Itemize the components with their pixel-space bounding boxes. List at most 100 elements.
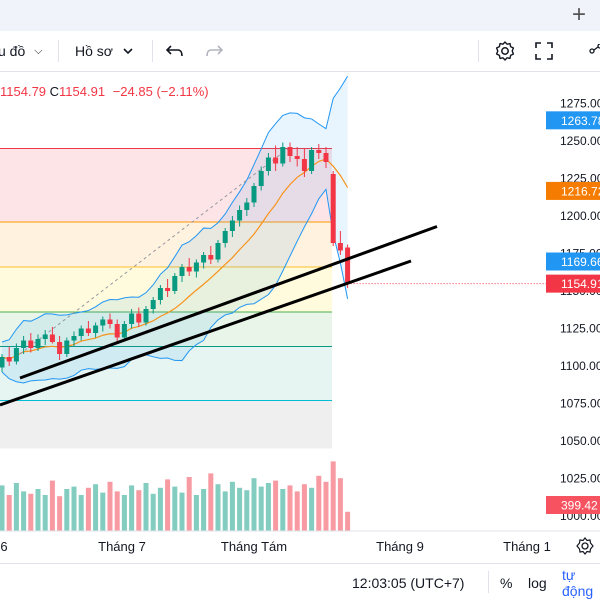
candle-body [107, 319, 113, 324]
clock-time[interactable]: 12:03:05 (UTC+7) [352, 574, 465, 591]
volume-bar [107, 481, 113, 531]
bollinger-upper-line [1, 75, 349, 343]
log-toggle[interactable]: log [528, 574, 547, 591]
settings-button[interactable] [494, 31, 516, 71]
chart-menu-button[interactable]: u đồ ⌵ [0, 31, 43, 71]
time-tick-label: Tháng 9 [376, 539, 424, 554]
axis-settings-gear-icon[interactable] [576, 537, 594, 555]
legend-change: −24.85 (−2.11%) [112, 84, 209, 99]
candle-body [150, 300, 156, 309]
undo-button[interactable] [166, 31, 184, 71]
candle-body [85, 328, 91, 333]
candle-body [49, 334, 55, 342]
candle-body [186, 267, 192, 272]
gear-hub [581, 542, 589, 550]
fib-zone [0, 400, 332, 449]
candle-body [71, 336, 77, 341]
price-chart[interactable]: 1275.001250.001225.001200.001175.001150.… [0, 0, 600, 563]
price-scale-bg [546, 72, 600, 531]
volume-bar [129, 485, 135, 531]
candle-body [179, 267, 185, 276]
volume-bar [258, 486, 264, 531]
share-button[interactable] [588, 31, 600, 71]
auto-scale-toggle[interactable]: tự động [562, 566, 594, 599]
gear-icon [495, 41, 515, 61]
candle-body [21, 340, 27, 348]
price-badge-label: 1154.91 [561, 277, 600, 291]
volume-bar [294, 491, 300, 531]
candle-body [6, 357, 12, 362]
chevron-down-icon: ⌵ [34, 44, 43, 57]
price-badge-label: 399.42 [561, 499, 598, 513]
candle-body [294, 156, 300, 159]
fib-zone [0, 312, 332, 347]
ohlc-legend: 1154.79 C1154.91 −24.85 (−2.11%) [0, 84, 209, 99]
price-badge-label: 1263.78 [561, 114, 600, 128]
fullscreen-button[interactable] [535, 31, 553, 71]
percent-toggle[interactable]: % [500, 574, 513, 591]
plot-area [0, 75, 546, 531]
dashed-trend-line [19, 146, 291, 355]
price-badge [546, 181, 600, 200]
candle-body [244, 202, 250, 210]
trend-line-lower [0, 259, 412, 407]
price-tick-label: 1275.00 [560, 97, 600, 111]
volume-bar [345, 511, 351, 531]
volume-bar [64, 489, 70, 531]
price-tick-label: 1250.00 [560, 134, 600, 148]
fib-zone [0, 346, 332, 401]
candle-body [237, 210, 243, 221]
candle-body [78, 328, 84, 336]
volume-bar [85, 487, 91, 531]
volume-bar [28, 493, 34, 531]
price-badge-label: 1169.66 [561, 255, 600, 269]
volume-bar [157, 487, 163, 531]
volume-bar [265, 483, 271, 531]
volume-bar [287, 485, 293, 531]
price-badge [546, 111, 600, 130]
volume-bar [186, 477, 192, 531]
price-scale: 1275.001250.001225.001200.001175.001150.… [546, 72, 600, 531]
fullscreen-icon [535, 42, 553, 60]
candle-body [222, 231, 228, 243]
add-tab-plus-icon[interactable]: + [571, 1, 586, 28]
price-badge-label: 1216.72 [561, 184, 600, 198]
volume-bar [71, 486, 77, 531]
candle-body [136, 313, 142, 323]
undo-icon [166, 45, 183, 57]
time-tick-label: Tháng 1 [503, 539, 551, 554]
volume-bar [229, 481, 235, 531]
profile-menu-button[interactable]: Hồ sơ [75, 31, 133, 71]
candle-body [121, 324, 127, 338]
candle-body [157, 288, 163, 300]
redo-button[interactable] [205, 31, 223, 71]
redo-icon [206, 45, 223, 57]
candle-body [201, 255, 207, 263]
gear-outline [576, 537, 594, 555]
candle-body [42, 334, 48, 339]
legend-close-label: C [49, 84, 60, 99]
candle-body [193, 262, 199, 272]
bollinger-lower-line [1, 188, 349, 384]
bollinger-fill [2, 76, 348, 383]
volume-bar [280, 489, 286, 531]
chart-menu-label: u đồ [0, 43, 26, 59]
time-tick-label: 6 [0, 539, 7, 554]
candle-body [114, 324, 120, 338]
volume-bar [244, 490, 250, 531]
volume-bar [337, 478, 343, 531]
volume-bar [93, 484, 99, 531]
volume-bar [330, 461, 336, 531]
candle-body [273, 157, 279, 164]
candle-body [251, 186, 257, 203]
volume-bar [222, 491, 228, 531]
candle-body [215, 243, 221, 260]
share-icon [589, 44, 600, 54]
price-tick-label: 1025.00 [560, 472, 600, 486]
tab-strip: + [0, 0, 600, 31]
volume-bar [0, 485, 5, 531]
volume-bar [136, 490, 142, 531]
volume-bar [316, 475, 322, 531]
volume-bar [309, 487, 315, 531]
bottom-divider [488, 571, 489, 593]
